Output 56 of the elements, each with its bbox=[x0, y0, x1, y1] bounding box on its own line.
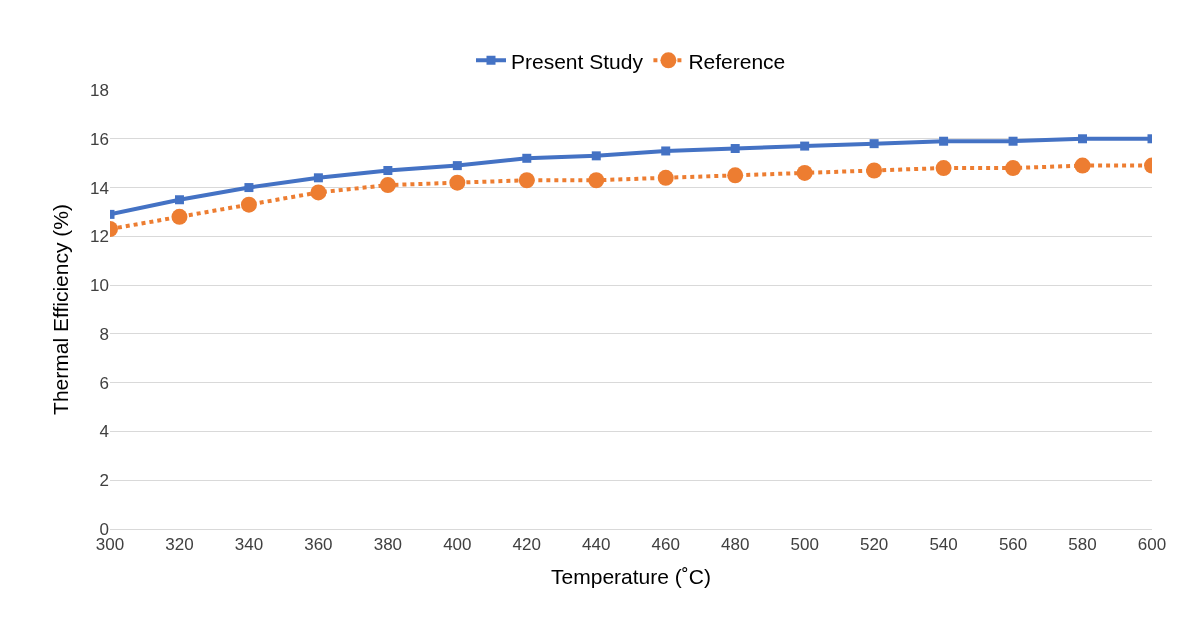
x-tick-label: 360 bbox=[304, 535, 333, 555]
x-tick-label: 480 bbox=[721, 535, 750, 555]
x-axis-title: Temperature (˚C) bbox=[551, 564, 711, 588]
y-tick-label: 8 bbox=[99, 324, 109, 344]
y-tick-label: 2 bbox=[99, 471, 109, 491]
point bbox=[240, 196, 257, 213]
point bbox=[657, 169, 674, 186]
y-axis-title: Thermal Efficiency (%) bbox=[49, 204, 73, 415]
y-tick-label: 4 bbox=[99, 422, 109, 442]
y-tick-label: 6 bbox=[99, 373, 109, 393]
point bbox=[869, 139, 879, 149]
y-tick-label: 12 bbox=[90, 227, 109, 247]
x-tick-label: 520 bbox=[859, 535, 889, 555]
x-tick-label: 420 bbox=[512, 535, 541, 555]
legend-label: Present Study bbox=[511, 49, 644, 73]
point bbox=[800, 141, 810, 151]
x-tick-label: 540 bbox=[929, 535, 958, 555]
point bbox=[313, 173, 323, 183]
point bbox=[939, 136, 949, 146]
point bbox=[1074, 157, 1091, 174]
y-tick-label: 18 bbox=[90, 80, 109, 100]
x-tick-label: 340 bbox=[234, 535, 264, 555]
y-tick-label: 14 bbox=[90, 178, 109, 198]
point bbox=[1008, 136, 1018, 146]
x-tick-label: 600 bbox=[1137, 535, 1167, 555]
x-tick-label: 380 bbox=[373, 535, 403, 555]
point bbox=[730, 144, 740, 154]
point bbox=[171, 208, 188, 225]
x-tick-label: 560 bbox=[998, 535, 1028, 555]
y-tick-label: 10 bbox=[90, 276, 109, 296]
x-tick-label: 440 bbox=[582, 535, 611, 555]
x-tick-label: 400 bbox=[443, 535, 472, 555]
point bbox=[588, 172, 605, 189]
y-tick-label: 16 bbox=[90, 129, 109, 149]
point bbox=[591, 151, 601, 161]
point bbox=[379, 177, 396, 194]
point bbox=[310, 184, 327, 201]
x-tick-label: 460 bbox=[651, 535, 680, 555]
point bbox=[866, 162, 883, 179]
legend-label: Reference bbox=[688, 49, 786, 73]
point bbox=[244, 183, 254, 193]
point bbox=[518, 172, 535, 189]
point bbox=[796, 164, 813, 181]
point bbox=[661, 146, 671, 156]
point bbox=[935, 160, 952, 177]
point bbox=[383, 165, 393, 175]
point bbox=[449, 174, 466, 191]
point bbox=[727, 167, 744, 184]
x-tick-label: 320 bbox=[165, 535, 194, 555]
x-tick-label: 500 bbox=[790, 535, 819, 555]
point bbox=[1005, 160, 1022, 177]
x-tick-label: 580 bbox=[1068, 535, 1097, 555]
point bbox=[522, 153, 532, 163]
point bbox=[1078, 134, 1088, 144]
point bbox=[174, 195, 184, 205]
point bbox=[452, 161, 462, 171]
